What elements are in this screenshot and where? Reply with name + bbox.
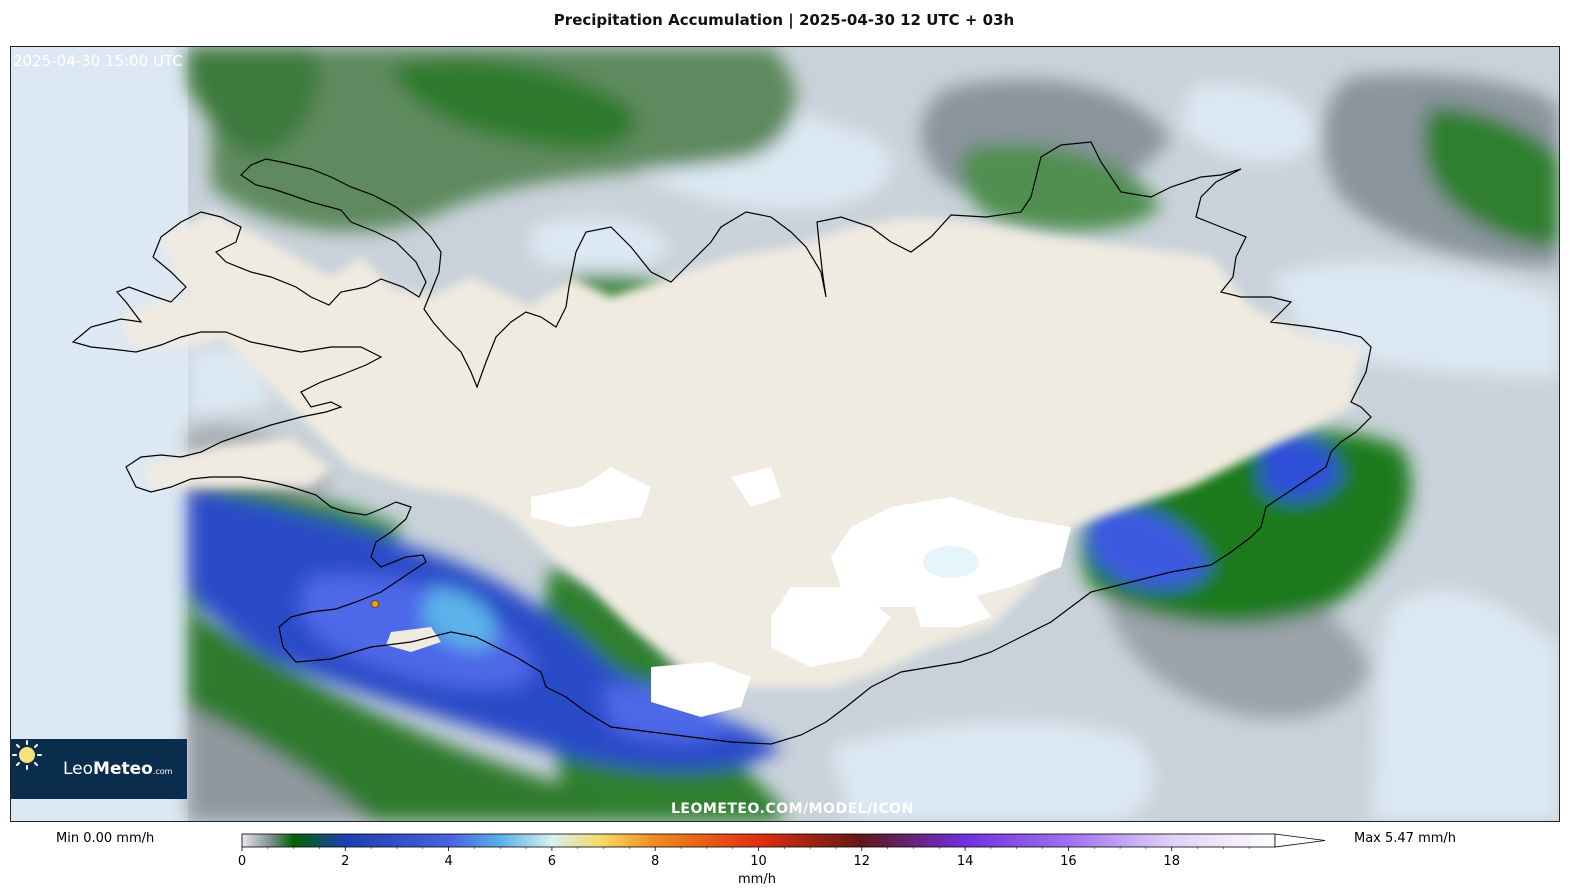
colorbar-tick-label: 0 xyxy=(238,854,246,869)
colorbar-tick-label: 8 xyxy=(651,854,659,869)
max-value-label: Max 5.47 mm/h xyxy=(1354,831,1457,846)
leometeo-logo[interactable]: LeoMeteo.com xyxy=(11,739,187,799)
precipitation-field xyxy=(188,47,1559,821)
colorbar-tick-label: 12 xyxy=(854,854,871,869)
iceland-land xyxy=(121,212,1361,687)
snow-cover xyxy=(386,467,1071,717)
colorbar: 0 2 4 6 8 10 12 14 16 18 xyxy=(238,833,1326,869)
chart-title: Precipitation Accumulation | 2025-04-30 … xyxy=(553,11,1015,29)
colorbar-tick-label: 14 xyxy=(957,854,974,869)
colorbar-tick-label: 16 xyxy=(1060,854,1077,869)
valid-time-label: 2025-04-30 15:00 UTC xyxy=(13,52,183,70)
colorbar-unit: mm/h xyxy=(738,872,776,887)
colorbar-tick-label: 10 xyxy=(750,854,767,869)
logo-domain: .com xyxy=(152,767,173,776)
map-canvas xyxy=(71,47,1559,821)
colorbar-tick-label: 4 xyxy=(444,854,452,869)
precipitation-map[interactable]: 2025-04-30 15:00 UTC LeoMeteo.com LEOMET… xyxy=(10,46,1560,822)
sun-icon xyxy=(12,740,42,770)
logo-brand-light: Leo xyxy=(63,759,94,779)
colorbar-tick-label: 2 xyxy=(341,854,349,869)
colorbar-gradient xyxy=(241,833,1276,848)
source-watermark: LEOMETEO.COM/MODEL/ICON xyxy=(671,801,914,817)
colorbar-extend-arrow xyxy=(1274,833,1326,848)
logo-wordmark: LeoMeteo.com xyxy=(63,759,172,779)
location-marker xyxy=(371,600,379,608)
min-value-label: Min 0.00 mm/h xyxy=(56,831,155,846)
colorbar-tick-label: 18 xyxy=(1163,854,1180,869)
colorbar-tick-label: 6 xyxy=(548,854,556,869)
coastline xyxy=(71,141,1372,745)
logo-brand-bold: Meteo xyxy=(93,759,153,779)
